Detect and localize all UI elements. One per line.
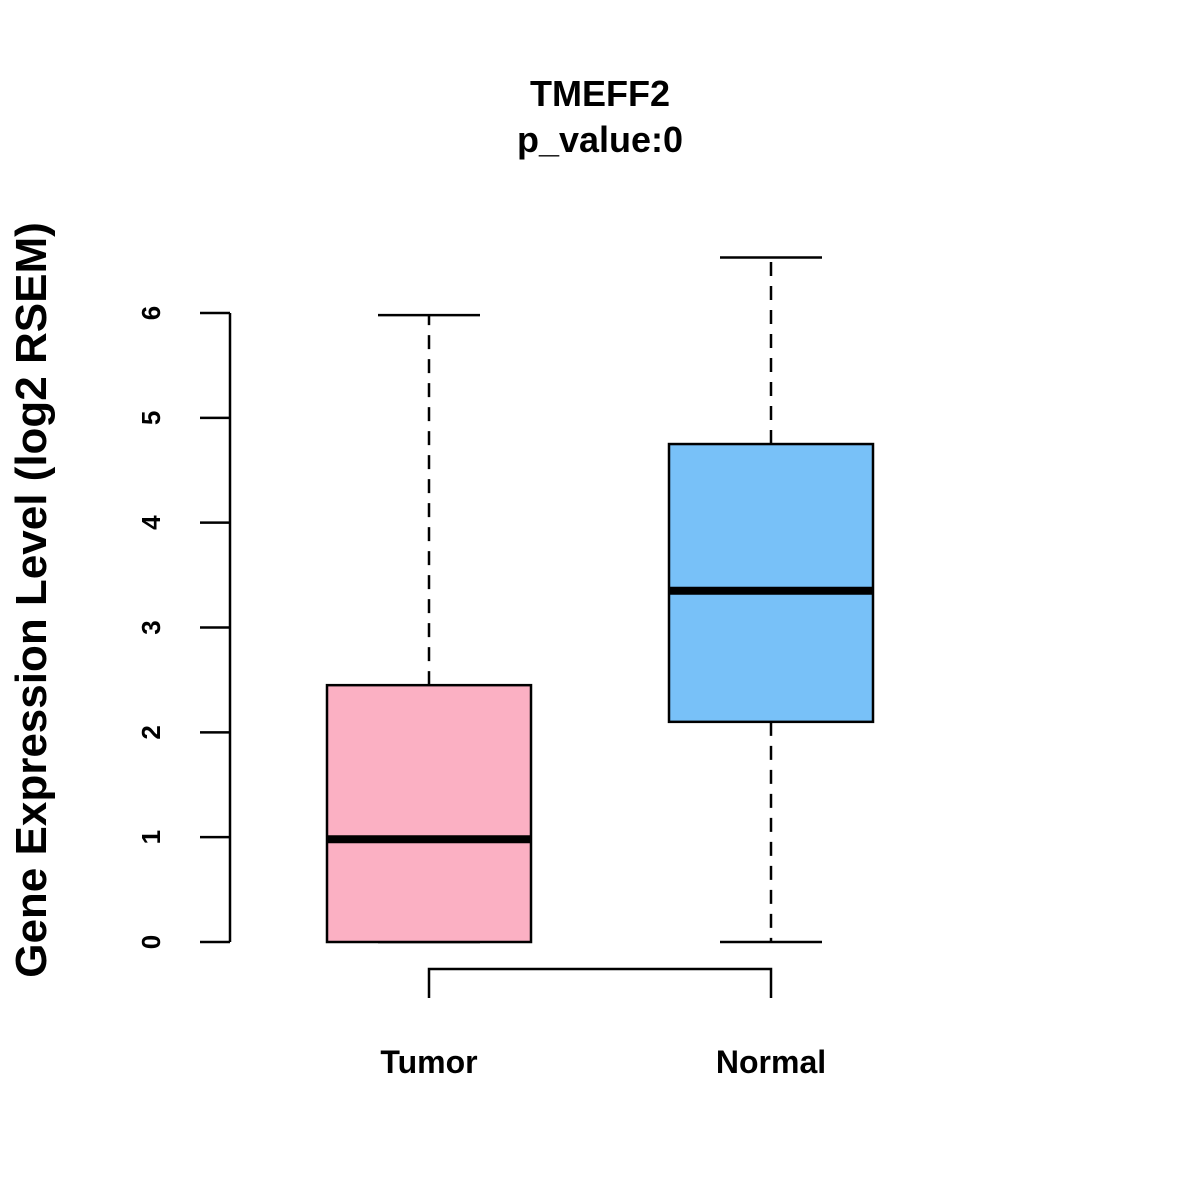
chart-title: TMEFF2 — [530, 73, 670, 114]
x-axis-labels: Tumor Normal — [380, 1044, 826, 1080]
boxes — [325, 256, 875, 944]
y-tick-label: 3 — [136, 620, 166, 634]
y-tick-label: 1 — [136, 830, 166, 844]
comparison-bracket — [427, 967, 773, 998]
y-axis: 0 1 2 3 4 5 6 — [136, 306, 232, 949]
x-label-normal: Normal — [716, 1044, 826, 1080]
y-tick-label: 6 — [136, 306, 166, 320]
bracket-line — [427, 967, 773, 998]
box-normal — [667, 256, 875, 944]
box-tumor — [325, 313, 533, 944]
y-axis-label: Gene Expression Level (log2 RSEM) — [7, 222, 56, 978]
chart-subtitle: p_value:0 — [517, 119, 683, 160]
iqr-box — [667, 442, 875, 724]
iqr-box — [325, 683, 533, 944]
y-tick-label: 5 — [136, 411, 166, 425]
x-label-tumor: Tumor — [380, 1044, 477, 1080]
y-tick-label: 2 — [136, 725, 166, 739]
y-tick-label: 0 — [136, 935, 166, 949]
y-tick-label: 4 — [136, 515, 166, 530]
